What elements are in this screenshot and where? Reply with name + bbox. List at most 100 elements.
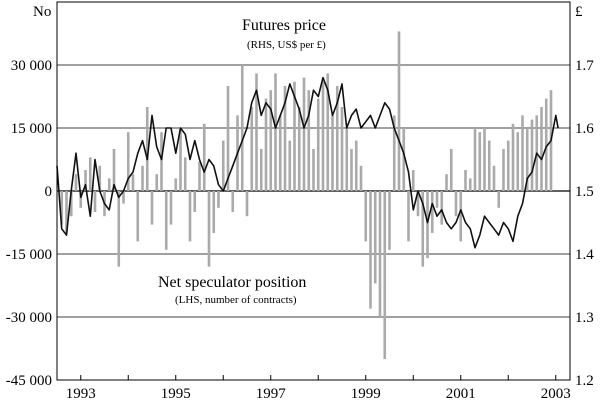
speculator-bar — [312, 149, 315, 191]
left-axis-unit: No — [33, 4, 51, 20]
left-tick-label: 15 000 — [11, 121, 52, 137]
speculator-bar — [302, 77, 306, 191]
speculator-bar — [492, 165, 496, 191]
futures-price-line — [56, 76, 559, 249]
speculator-bar — [473, 128, 477, 191]
speculator-bar — [388, 191, 391, 250]
speculator-bar — [160, 132, 163, 191]
speculator-bar — [107, 178, 111, 191]
x-tick-label: 1997 — [256, 386, 287, 400]
right-tick-label: 1.6 — [575, 121, 594, 137]
speculator-bar — [212, 191, 216, 233]
speculator-bar — [84, 170, 87, 191]
x-tick-label: 2001 — [446, 386, 476, 400]
speculator-bar — [122, 191, 125, 204]
speculator-bar — [326, 73, 330, 191]
speculator-bar — [478, 132, 482, 191]
speculator-bar — [293, 81, 296, 191]
speculator-bar — [164, 191, 168, 250]
speculator-bar — [69, 191, 73, 217]
speculator-bar — [335, 86, 339, 191]
speculator-bar — [112, 149, 116, 191]
speculator-bar — [521, 115, 524, 191]
speculator-bar — [530, 119, 534, 191]
speculator-bar — [392, 115, 396, 191]
speculator-bar — [407, 191, 410, 242]
speculator-bar — [255, 73, 258, 191]
speculator-bar — [74, 174, 78, 191]
speculator-bar — [88, 157, 92, 191]
speculator-bar — [369, 191, 372, 309]
x-axis-ticks — [80, 375, 557, 380]
speculator-bar — [278, 115, 282, 191]
net-speculator-bars — [60, 31, 553, 359]
speculator-bar — [516, 132, 520, 191]
speculator-bar — [440, 191, 444, 225]
speculator-bar — [331, 115, 334, 191]
speculator-bar — [217, 191, 220, 208]
speculator-bar — [183, 157, 187, 191]
speculator-bar — [544, 98, 548, 191]
left-axis-tick-labels: 30 000 15 000 0 -15 000 -30 000 -45 000 — [6, 58, 52, 389]
speculator-bar — [145, 107, 149, 191]
speculator-bar — [198, 161, 201, 191]
speculator-bar — [259, 149, 263, 191]
speculator-bar — [411, 170, 415, 191]
speculator-bar — [269, 90, 273, 191]
speculator-bar — [250, 107, 254, 191]
right-tick-label: 1.7 — [575, 58, 594, 74]
speculator-bar — [207, 191, 211, 267]
speculator-bar — [497, 191, 501, 208]
speculator-bar — [487, 140, 491, 191]
speculator-bar — [174, 178, 178, 191]
speculator-bar — [221, 140, 225, 191]
speculator-bar — [274, 73, 277, 191]
x-axis-tick-labels: 1993 1995 1997 1999 2001 2003 — [66, 386, 571, 400]
speculator-bar — [297, 107, 301, 191]
left-tick-label: 0 — [45, 184, 53, 200]
speculator-bar — [60, 191, 64, 225]
speculator-bar — [321, 81, 325, 191]
speculator-bar — [364, 191, 368, 242]
speculator-bar — [506, 140, 510, 191]
speculator-bar — [193, 191, 197, 212]
speculator-bar — [126, 132, 130, 191]
speculator-bar — [340, 107, 344, 191]
speculator-bar — [378, 191, 382, 317]
speculator-bar — [141, 165, 144, 191]
speculator-bar — [283, 86, 287, 191]
speculator-bar — [316, 98, 320, 191]
speculator-bar — [430, 191, 434, 233]
speculator-bar — [231, 191, 235, 212]
speculator-bar — [188, 191, 192, 242]
net-speculator-title: Net speculator position — [158, 274, 306, 291]
speculator-bar — [202, 123, 206, 191]
speculator-bar — [402, 128, 406, 191]
speculator-bar — [169, 191, 173, 225]
speculator-bar — [136, 191, 140, 242]
speculator-bar — [525, 128, 529, 191]
right-tick-label: 1.4 — [575, 247, 594, 263]
speculator-bar — [79, 191, 83, 208]
speculator-bar — [131, 174, 135, 191]
speculator-bar — [98, 165, 102, 191]
speculator-bar — [264, 98, 268, 191]
speculator-bar — [373, 191, 377, 284]
speculator-bar — [383, 191, 387, 359]
speculator-bar — [354, 140, 358, 191]
x-tick-label: 1995 — [161, 386, 191, 400]
left-tick-label: 30 000 — [11, 58, 52, 74]
x-tick-label: 1999 — [351, 386, 381, 400]
speculator-bar — [117, 191, 121, 267]
right-tick-label: 1.2 — [575, 373, 594, 389]
speculator-bar — [464, 170, 467, 191]
x-tick-label: 2003 — [541, 386, 571, 400]
speculator-bar — [65, 191, 68, 233]
speculator-bar — [150, 191, 154, 225]
speculator-bar — [468, 178, 472, 191]
speculator-bar — [445, 174, 448, 191]
futures-price-title: Futures price — [242, 17, 326, 34]
speculator-bar — [459, 191, 463, 242]
speculator-bar — [155, 174, 159, 191]
